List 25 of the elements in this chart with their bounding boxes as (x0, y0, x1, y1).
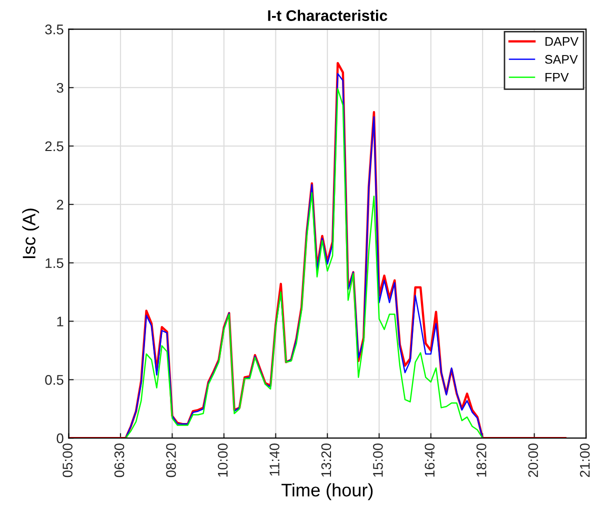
x-tick-label: 06:30 (114, 443, 124, 478)
y-tick-label: 0.5 (45, 375, 64, 385)
y-tick-label: 1.5 (46, 258, 64, 268)
x-tick-label: 20:00 (528, 443, 538, 477)
y-tick-label: 3.5 (45, 24, 64, 34)
x-tick-label: 13:20 (321, 443, 332, 477)
y-axis-title: Isc (A) (22, 208, 40, 258)
x-tick-label: 15:00 (373, 443, 383, 477)
x-axis-title: Time (hour) (282, 483, 373, 500)
x-tick-label: 08:20 (166, 443, 176, 478)
legend-label: SAPV (545, 54, 578, 64)
legend-label: DAPV (546, 37, 578, 46)
y-tick-label: 2 (56, 200, 64, 210)
x-tick-label: 18:20 (476, 443, 486, 477)
x-tick-label: 11:40 (270, 443, 280, 476)
x-tick-label: 16:40 (424, 443, 435, 477)
x-tick-label: 21:00 (580, 443, 590, 477)
y-tick-label: 0 (56, 433, 64, 444)
legend-label: FPV (546, 72, 569, 82)
chart-title: I-t Characteristic (268, 10, 388, 22)
y-tick-label: 3 (56, 82, 64, 93)
y-tick-label: 1 (57, 316, 64, 326)
y-tick-label: 2.5 (45, 141, 64, 152)
x-tick-label: 10:00 (218, 443, 228, 477)
x-tick-label: 05:00 (62, 443, 72, 478)
